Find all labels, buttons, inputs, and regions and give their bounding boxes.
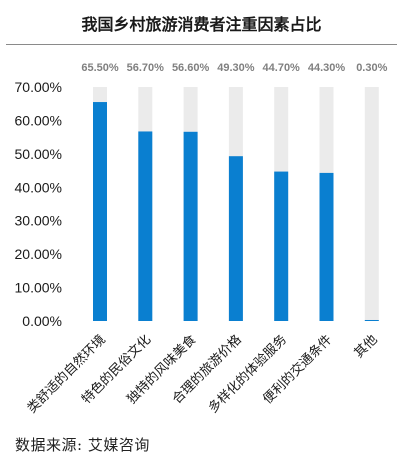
x-tick-label: 多样化的体验服务 [205,332,290,417]
x-tick-label: 类舒适的自然环境 [24,332,109,417]
source-note: 数据来源: 艾媒咨询 [15,436,150,454]
y-tick-label: 10.00% [15,280,62,296]
x-tick-label: 其他 [352,332,381,361]
y-axis: 0.00% 10.00% 20.00% 30.00% 40.00% 50.00% 60.00… [15,79,62,329]
chart-title: 我国乡村旅游消费者注重因素占比 [81,15,322,34]
y-tick-label: 20.00% [15,246,62,262]
bar [93,102,107,322]
data-label: 44.70% [263,62,301,74]
bars-group: 65.50% 56.70% 56.60% 49.30% 44.70% 44.30% 0.30… [81,62,388,322]
bar [228,156,243,321]
bar [183,131,198,321]
y-tick-label: 0.00% [22,313,62,329]
data-label: 56.70% [127,62,165,74]
x-axis: 类舒适的自然环境特色的民俗文化独特的风味美食合理的旅游价格多样化的体验服务便利的… [24,332,381,417]
bar [319,172,334,321]
y-tick-label: 60.00% [15,112,62,128]
bar [364,319,379,321]
bar-chart: 0.00% 10.00% 20.00% 30.00% 40.00% 50.00% 60.00… [15,62,388,417]
bar [274,171,289,321]
y-tick-label: 30.00% [15,213,62,229]
y-tick-label: 70.00% [15,79,62,95]
y-tick-label: 40.00% [15,179,62,195]
bar [138,131,153,321]
data-label: 56.60% [172,62,210,74]
y-tick-label: 50.00% [15,146,62,162]
title-area: 我国乡村旅游消费者注重因素占比 [0,0,403,46]
data-label: 44.30% [308,62,346,74]
data-label: 49.30% [217,62,255,74]
data-label: 65.50% [81,62,119,74]
title-divider [6,44,397,45]
bar-track [364,87,379,321]
data-label: 0.30% [356,62,387,74]
